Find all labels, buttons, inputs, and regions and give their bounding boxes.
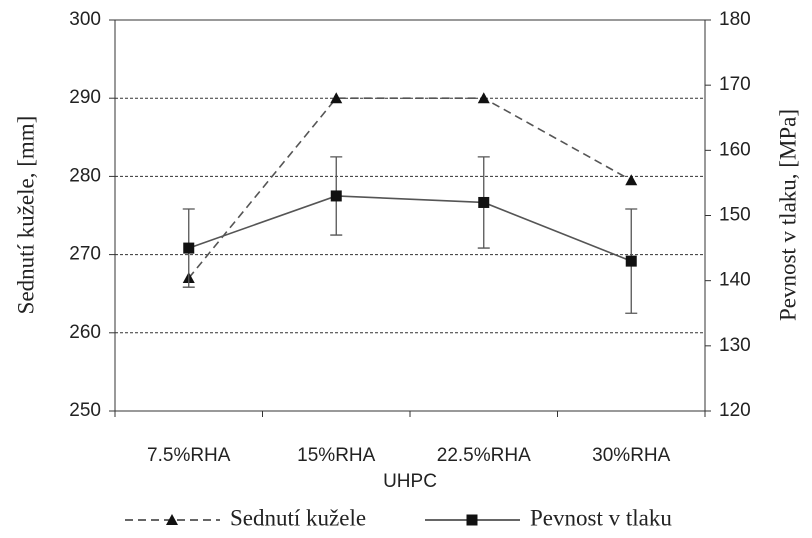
point	[330, 92, 343, 104]
point	[330, 190, 342, 202]
legend-label: Pevnost v tlaku	[530, 505, 672, 530]
point	[625, 174, 638, 186]
y2-tick-label: 130	[719, 335, 751, 356]
y2-tick-label: 150	[719, 205, 751, 226]
series-line	[188, 97, 632, 279]
x-tick-label: 30%RHA	[592, 445, 670, 466]
point	[183, 242, 195, 254]
y2-axis-title: Pevnost v tlaku, [MPa]	[775, 109, 800, 321]
y2-tick-label: 160	[719, 139, 751, 160]
x-tick-label: 22.5%RHA	[437, 445, 531, 466]
y2-tick-label: 120	[719, 400, 751, 421]
series-line	[188, 195, 632, 262]
y-tick-label: 270	[69, 244, 101, 265]
y2-tick-label: 140	[719, 270, 751, 291]
y-tick-label: 260	[69, 322, 101, 343]
x-tick-label: 15%RHA	[297, 445, 375, 466]
y-tick-label: 290	[69, 87, 101, 108]
x-axis-title: UHPC	[383, 471, 437, 492]
legend-label: Sednutí kužele	[230, 505, 366, 530]
y2-tick-label: 170	[719, 74, 751, 95]
point	[625, 255, 637, 267]
y-tick-label: 250	[69, 400, 101, 421]
legend-marker	[166, 514, 178, 525]
point	[477, 92, 490, 104]
x-tick-label: 7.5%RHA	[147, 445, 231, 466]
y-axis-title: Sednutí kužele, [mm]	[13, 116, 38, 315]
y-tick-label: 300	[69, 9, 101, 30]
point	[478, 196, 490, 208]
y-tick-label: 280	[69, 165, 101, 186]
plot-frame	[114, 19, 706, 412]
y2-tick-label: 180	[719, 9, 751, 30]
legend-marker	[466, 514, 478, 526]
